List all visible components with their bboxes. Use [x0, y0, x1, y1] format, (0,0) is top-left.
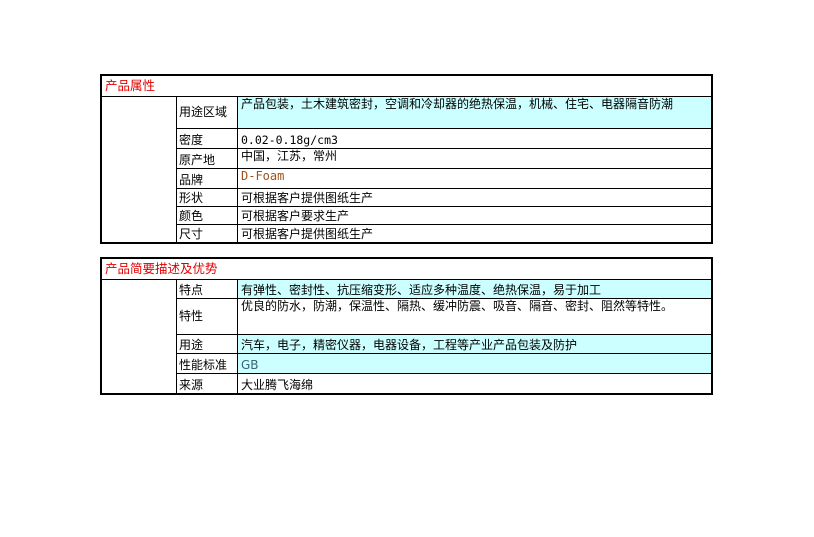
table-row: 形状 可根据客户提供图纸生产 — [177, 189, 711, 207]
row-label: 性能标准 — [177, 354, 238, 373]
row-label: 尺寸 — [177, 225, 238, 242]
section-title: 产品简要描述及优势 — [102, 259, 711, 280]
row-label: 特点 — [177, 280, 238, 298]
row-value: 可根据客户要求生产 — [241, 209, 350, 223]
row-label: 用途区域 — [177, 97, 238, 128]
row-label: 特性 — [177, 299, 238, 334]
blank-cell — [102, 97, 177, 242]
row-value: 大业腾飞海绵 — [241, 378, 314, 392]
row-label: 原产地 — [177, 149, 238, 168]
row-value: 0.02-0.18g/cm3 — [241, 133, 338, 147]
row-label: 来源 — [177, 374, 238, 393]
standard-value: GB — [238, 354, 711, 373]
row-label: 品牌 — [177, 169, 238, 188]
table-row: 密度 0.02-0.18g/cm3 — [177, 129, 711, 149]
row-value: 产品包装，土木建筑密封，空调和冷却器的绝热保温，机械、住宅、电器隔音防潮 — [238, 97, 711, 128]
blank-cell — [102, 280, 177, 393]
row-label: 颜色 — [177, 207, 238, 224]
row-value: 可根据客户提供图纸生产 — [241, 191, 374, 205]
table-row: 用途区域 产品包装，土木建筑密封，空调和冷却器的绝热保温，机械、住宅、电器隔音防… — [177, 97, 711, 129]
table-row: 品牌 D-Foam — [177, 169, 711, 189]
table-row: 特性 优良的防水，防潮，保温性、隔热、缓冲防震、吸音、隔音、密封、阻然等特性。 — [177, 299, 711, 335]
table-row: 来源 大业腾飞海绵 — [177, 374, 711, 393]
row-label: 用途 — [177, 335, 238, 353]
row-label: 形状 — [177, 189, 238, 206]
row-label: 密度 — [177, 129, 238, 148]
row-value: 有弹性、密封性、抗压缩变形、适应多种温度、绝热保温，易于加工 — [238, 280, 711, 298]
table-row: 特点 有弹性、密封性、抗压缩变形、适应多种温度、绝热保温，易于加工 — [177, 280, 711, 299]
section-title: 产品属性 — [102, 76, 711, 97]
row-value: 汽车，电子，精密仪器，电器设备，工程等产业产品包装及防护 — [238, 335, 711, 353]
row-value: 可根据客户提供图纸生产 — [241, 227, 374, 241]
table-row: 尺寸 可根据客户提供图纸生产 — [177, 225, 711, 242]
product-attributes-table: 产品属性 用途区域 产品包装，土木建筑密封，空调和冷却器的绝热保温，机械、住宅、… — [100, 74, 713, 244]
brand-value: D-Foam — [241, 169, 285, 183]
table-row: 性能标准 GB — [177, 354, 711, 374]
row-value: 中国，江苏，常州 — [241, 149, 338, 163]
table-row: 原产地 中国，江苏，常州 — [177, 149, 711, 169]
product-description-table: 产品简要描述及优势 特点 有弹性、密封性、抗压缩变形、适应多种温度、绝热保温，易… — [100, 257, 713, 395]
table-row: 用途 汽车，电子，精密仪器，电器设备，工程等产业产品包装及防护 — [177, 335, 711, 354]
row-value: 优良的防水，防潮，保温性、隔热、缓冲防震、吸音、隔音、密封、阻然等特性。 — [241, 299, 674, 313]
table-row: 颜色 可根据客户要求生产 — [177, 207, 711, 225]
